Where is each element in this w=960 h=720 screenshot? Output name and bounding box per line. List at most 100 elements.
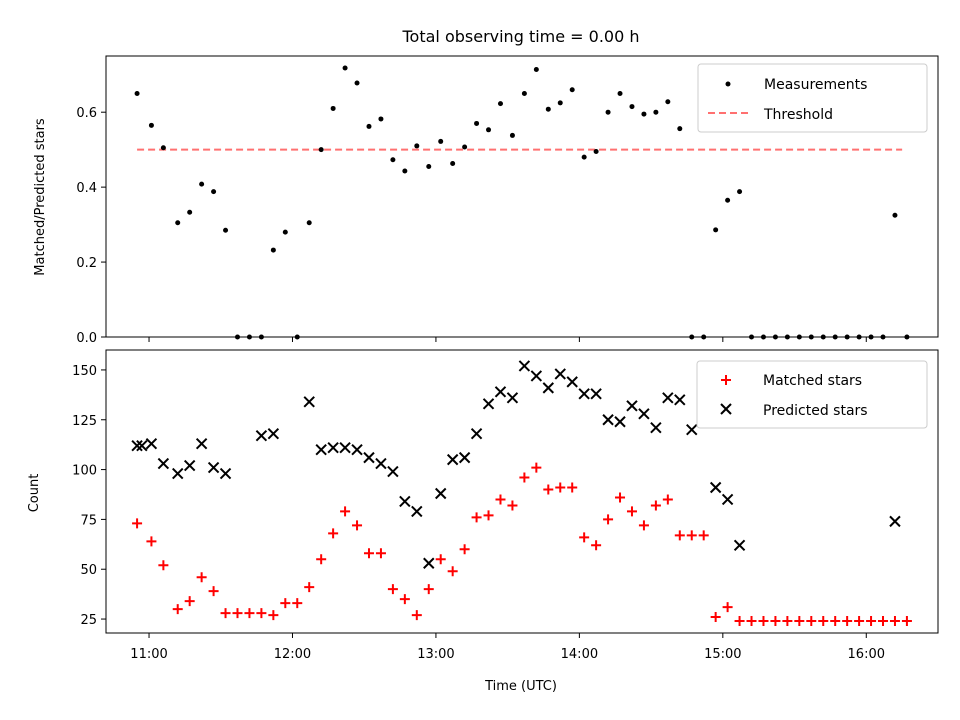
predicted-star-point xyxy=(638,408,650,420)
y-tick-label: 50 xyxy=(80,563,97,578)
matched-star-point xyxy=(531,462,542,473)
predicted-star-point xyxy=(482,398,495,410)
matched-star-point xyxy=(519,472,530,483)
y-tick-label: 0.2 xyxy=(76,256,97,271)
predicted-star-point xyxy=(219,467,232,480)
legend-predicted-marker xyxy=(720,403,732,415)
matched-star-point xyxy=(878,616,889,627)
matched-star-point xyxy=(901,616,912,627)
measurement-point xyxy=(593,149,599,155)
predicted-star-point xyxy=(136,439,148,452)
matched-star-point xyxy=(244,608,255,619)
matched-star-point xyxy=(866,616,877,627)
measurement-point xyxy=(450,161,456,167)
predicted-star-point xyxy=(470,427,483,440)
predicted-star-point xyxy=(351,443,363,456)
predicted-star-point xyxy=(315,443,327,456)
measurement-point xyxy=(187,209,193,215)
predicted-star-point xyxy=(157,457,170,470)
predicted-star-point xyxy=(889,515,901,528)
measurement-point xyxy=(270,247,276,253)
matched-star-point xyxy=(818,616,829,627)
matched-star-point xyxy=(220,608,231,619)
y-tick-label: 25 xyxy=(80,613,97,628)
predicted-star-point xyxy=(506,392,519,404)
measurement-point xyxy=(390,157,396,163)
matched-star-point xyxy=(794,616,805,627)
measurement-point xyxy=(474,120,480,126)
matched-star-point xyxy=(352,520,363,531)
predicted-star-point xyxy=(709,481,722,494)
matched-star-point xyxy=(280,598,291,609)
measurement-point xyxy=(653,109,659,115)
measurement-point xyxy=(521,90,527,96)
matched-star-point xyxy=(615,492,626,503)
predicted-star-point xyxy=(423,557,435,569)
legend-measurements-label: Measurements xyxy=(764,77,867,93)
matched-star-point xyxy=(722,602,733,613)
panel-ratio-y-ticks: 0.0 0.2 0.4 0.6 xyxy=(76,106,106,346)
matched-star-point xyxy=(483,510,494,521)
measurement-point xyxy=(378,116,384,122)
x-tick-label: 12:00 xyxy=(274,647,311,662)
matched-star-point xyxy=(340,506,351,517)
panel-ratio-x-ticks xyxy=(148,337,867,342)
measurement-point xyxy=(677,126,683,132)
y-tick-label: 150 xyxy=(72,364,97,379)
predicted-star-point xyxy=(172,467,184,480)
matched-star-point xyxy=(806,616,817,627)
matched-star-point xyxy=(232,608,243,619)
matched-star-point xyxy=(650,500,661,511)
predicted-star-point xyxy=(183,459,196,472)
panel-count-legend-box xyxy=(696,360,928,429)
matched-star-point xyxy=(399,594,410,605)
measurement-point xyxy=(892,212,898,218)
matched-star-point xyxy=(638,520,649,531)
panel-count-y-label: Count xyxy=(27,474,42,513)
measurement-point xyxy=(486,127,492,133)
measurement-point xyxy=(545,106,551,112)
measurement-point xyxy=(330,105,336,111)
measurement-point xyxy=(223,227,229,233)
matched-star-point xyxy=(830,616,841,627)
panel-count-x-ticks: 11:00 12:00 13:00 14:00 15:00 16:00 xyxy=(130,633,885,662)
measurement-point xyxy=(160,145,166,151)
matched-star-point xyxy=(889,616,900,627)
measurement-point xyxy=(569,87,575,93)
matched-star-point xyxy=(435,554,446,565)
measurement-point xyxy=(175,220,181,226)
matched-star-point xyxy=(132,518,143,529)
measurement-point xyxy=(354,80,360,86)
predicted-star-point xyxy=(554,368,566,380)
matched-star-point xyxy=(507,500,518,511)
matched-star-point xyxy=(411,610,422,621)
matched-star-point xyxy=(196,572,207,583)
legend-predicted-label: Predicted stars xyxy=(763,403,868,419)
matched-star-point xyxy=(172,604,183,615)
predicted-star-point xyxy=(530,370,543,382)
panel-ratio-legend-box xyxy=(697,63,928,133)
measurement-point xyxy=(199,181,205,187)
predicted-star-point xyxy=(363,451,375,464)
matched-star-point xyxy=(316,554,327,565)
predicted-star-point xyxy=(578,388,590,400)
predicted-star-point xyxy=(267,427,280,440)
matched-star-point xyxy=(662,494,673,505)
matched-star-point xyxy=(758,616,769,627)
measurement-point xyxy=(629,104,635,110)
matched-star-point xyxy=(674,530,685,541)
predicted-star-point xyxy=(435,487,447,500)
measurement-point xyxy=(581,154,587,160)
x-tick-label: 13:00 xyxy=(417,647,454,662)
matched-star-point xyxy=(770,616,781,627)
measurement-point xyxy=(402,168,408,174)
matched-star-point xyxy=(734,616,745,627)
measurement-point xyxy=(533,66,539,72)
matched-star-point xyxy=(471,512,482,523)
measurement-point xyxy=(713,227,719,233)
matched-star-point xyxy=(387,584,398,595)
panel-count-frame xyxy=(105,349,939,634)
predicted-star-point xyxy=(387,465,399,478)
matched-star-point xyxy=(158,560,169,571)
predicted-star-point xyxy=(411,505,423,518)
